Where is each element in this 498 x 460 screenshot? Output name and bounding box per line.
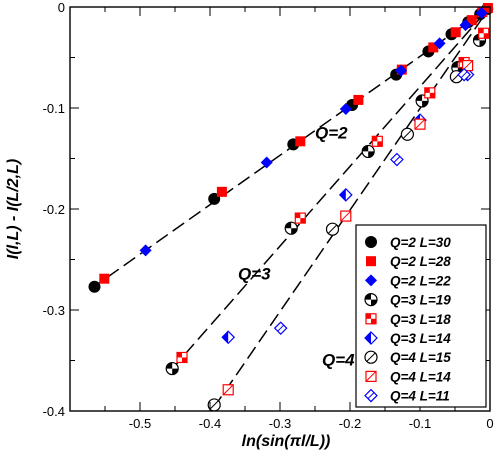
data-point — [260, 156, 273, 169]
legend-label: Q=2 L=28 — [390, 254, 451, 269]
legend-marker — [364, 388, 378, 403]
data-point — [450, 27, 461, 38]
data-point — [424, 87, 436, 99]
legend-label: Q=2 L=30 — [390, 235, 451, 250]
data-point — [428, 42, 439, 53]
series-q-3-l-19 — [165, 33, 487, 376]
fit-line-q-4 — [212, 7, 490, 409]
data-point — [371, 135, 383, 147]
data-markers — [88, 3, 494, 412]
data-point — [433, 37, 446, 50]
data-point — [361, 144, 375, 159]
annotation-q-2: Q=2 — [315, 123, 348, 142]
series-q-4-l-11 — [273, 67, 471, 336]
legend-marker — [365, 274, 377, 287]
legend-item-q-4-l-14: Q=4 L=14 — [365, 369, 451, 384]
data-point — [457, 67, 471, 82]
fit-line-q-3 — [170, 7, 490, 371]
data-point — [466, 15, 477, 26]
data-point — [478, 27, 490, 39]
y-tick-label: -0.3 — [43, 303, 65, 318]
series-q-4-l-14 — [222, 59, 474, 396]
legend-marker — [364, 331, 378, 345]
data-point — [88, 280, 101, 293]
legend-item-q-3-l-18: Q=3 L=18 — [365, 312, 451, 327]
legend-label: Q=4 L=11 — [390, 389, 450, 404]
legend-item-q-2-l-30: Q=2 L=30 — [365, 235, 451, 250]
y-tick-label: -0.4 — [43, 404, 65, 419]
legend-item-q-2-l-28: Q=2 L=28 — [366, 254, 451, 269]
legend-marker — [364, 293, 378, 307]
data-point — [216, 186, 227, 197]
data-point — [353, 94, 364, 105]
x-tick-label: -0.4 — [199, 416, 221, 431]
data-point — [475, 7, 488, 20]
x-tick-label: -0.5 — [129, 416, 151, 431]
data-point — [294, 212, 306, 224]
legend-marker — [365, 236, 377, 248]
legend-item-q-3-l-19: Q=3 L=19 — [364, 293, 451, 308]
data-point — [295, 136, 306, 147]
data-point — [400, 127, 414, 141]
data-point — [284, 221, 298, 235]
legend-item-q-4-l-15: Q=4 L=15 — [364, 350, 451, 365]
legend-box — [355, 224, 487, 408]
y-tick-label: -0.1 — [43, 101, 65, 116]
x-tick-label: -0.3 — [269, 416, 291, 431]
legend-item-q-2-l-22: Q=2 L=22 — [365, 273, 451, 288]
data-point — [395, 64, 408, 77]
legend-label: Q=3 L=18 — [390, 312, 451, 327]
data-point — [165, 361, 179, 376]
y-tick-label: -0.2 — [43, 202, 65, 217]
data-point — [339, 103, 352, 116]
legend-label: Q=4 L=14 — [390, 369, 451, 384]
legend-marker — [365, 313, 377, 325]
legend-item-q-3-l-14: Q=3 L=14 — [364, 331, 451, 346]
annotation-q-3: Q=3 — [238, 265, 271, 284]
legend-label: Q=3 L=19 — [390, 293, 451, 308]
data-point — [340, 210, 352, 222]
legend-label: Q=2 L=22 — [390, 273, 451, 288]
annotations: Q=2 Q=3 Q=4 — [238, 123, 355, 369]
legend-item-q-4-l-11: Q=4 L=11 — [364, 388, 450, 404]
data-point — [222, 384, 234, 396]
data-point — [273, 321, 288, 336]
axis-ticks: -0.5 -0.4 -0.3 -0.2 -0.1 0 0 -0.1 -0.2 -0.3 -0.4 — [43, 0, 494, 431]
legend-marker — [366, 256, 376, 267]
legend-marker — [364, 350, 378, 364]
series-q-2-l-22 — [139, 7, 488, 257]
data-point — [99, 273, 110, 284]
data-point — [176, 351, 188, 364]
data-point — [338, 188, 353, 202]
annotation-q-4: Q=4 — [322, 351, 355, 370]
legend-label: Q=4 L=15 — [390, 350, 451, 365]
legend-marker — [365, 370, 377, 382]
data-point — [325, 222, 340, 236]
data-point — [414, 118, 426, 130]
data-point — [482, 3, 493, 14]
x-tick-label: -0.1 — [409, 416, 431, 431]
x-axis-title: ln(sin(πl/L)) — [242, 433, 331, 450]
y-tick-label: 0 — [58, 0, 65, 15]
data-point — [207, 398, 221, 412]
x-tick-label: 0 — [486, 416, 493, 431]
legend: Q=2 L=30 Q=2 L=28 Q=2 L=22 Q=3 L=19 Q=3 L=18… — [355, 224, 487, 408]
data-point — [139, 244, 152, 257]
data-point — [390, 152, 404, 167]
y-axis-title: I(l,L) - I(L/2,L) — [5, 159, 22, 259]
data-point — [221, 330, 236, 345]
data-point — [459, 19, 472, 32]
legend-label: Q=3 L=14 — [390, 331, 451, 346]
x-tick-label: -0.2 — [339, 416, 361, 431]
